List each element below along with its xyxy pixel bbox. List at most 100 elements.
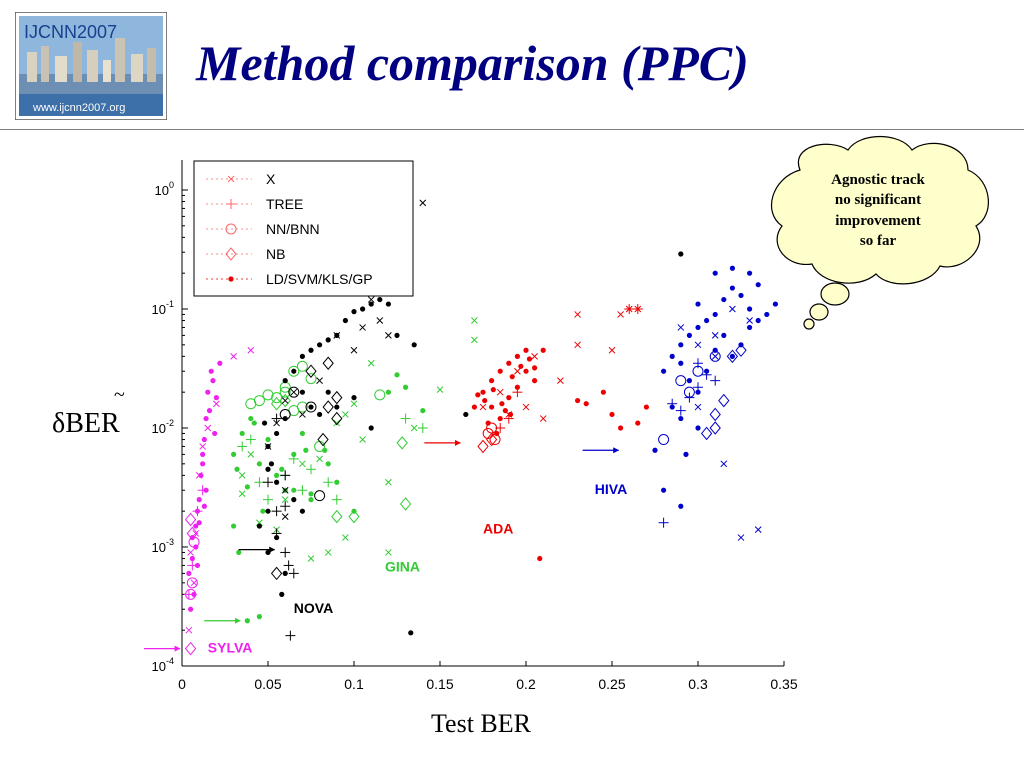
- point-diamond: [726, 349, 739, 364]
- point-x: [359, 436, 366, 443]
- x-axis-label: Test BER: [431, 709, 532, 738]
- callout-line-1: Agnostic track: [831, 172, 925, 188]
- point-plus: [701, 369, 712, 380]
- point-dot: [213, 395, 219, 401]
- point-dot: [509, 374, 515, 380]
- point-dot: [661, 368, 667, 374]
- point-x: [342, 411, 349, 418]
- x-tick-label: 0.3: [688, 676, 708, 692]
- point-circle: [489, 434, 501, 446]
- point-dot: [236, 549, 242, 556]
- point-circle: [288, 386, 300, 398]
- point-x: [281, 496, 289, 503]
- point-dot: [201, 436, 207, 443]
- point-dot: [239, 430, 245, 437]
- point-plus: [306, 464, 316, 475]
- point-diamond: [485, 432, 498, 447]
- point-circle: [305, 401, 317, 413]
- point-dot: [485, 420, 491, 426]
- point-plus: [331, 494, 342, 505]
- point-dot: [325, 389, 331, 395]
- point-dot: [291, 368, 297, 374]
- point-x: [729, 305, 736, 313]
- point-diamond: [396, 436, 408, 450]
- legend-entry: X: [206, 171, 276, 187]
- point-dot: [489, 378, 495, 384]
- point-x: [419, 199, 427, 207]
- point-dot: [678, 503, 684, 509]
- point-x: [247, 346, 255, 354]
- point-dot: [411, 342, 417, 348]
- point-circle: [225, 223, 237, 235]
- point-dot: [537, 555, 543, 562]
- point-plus: [400, 413, 411, 424]
- point-dot: [260, 508, 266, 514]
- point-dot: [683, 451, 689, 457]
- point-dot: [712, 270, 718, 276]
- point-plus: [271, 528, 282, 539]
- point-dot: [506, 395, 512, 401]
- point-x: [410, 424, 418, 432]
- point-dot: [303, 447, 309, 453]
- point-x: [264, 443, 272, 450]
- point-dot: [482, 397, 488, 404]
- legend-label: TREE: [266, 196, 303, 212]
- x-tick-label: 0.1: [344, 676, 364, 692]
- point-plus: [197, 485, 208, 496]
- y-tick-label: 10-1: [152, 299, 174, 317]
- logo-text: IJCNN2007: [24, 22, 117, 42]
- point-x: [694, 341, 702, 349]
- point-dot: [475, 392, 481, 398]
- point-dot: [695, 301, 701, 307]
- point-x: [299, 411, 306, 418]
- point-dot: [764, 311, 770, 318]
- point-diamond: [331, 390, 343, 405]
- point-x: [281, 486, 289, 494]
- point-diamond: [477, 439, 489, 454]
- callout-line-3: improvement: [835, 213, 921, 229]
- point-diamond: [184, 641, 197, 656]
- point-dot: [208, 368, 214, 374]
- point-dot: [256, 461, 262, 467]
- series-nova: [256, 199, 684, 641]
- point-dot: [189, 555, 195, 562]
- point-plus: [624, 304, 635, 314]
- point-plus: [271, 506, 282, 517]
- dataset-annotations: SYLVA GINA NOVA ADA HIVA: [144, 439, 627, 655]
- y-tick-label: 100: [155, 180, 174, 198]
- point-dot: [274, 472, 280, 478]
- callout-line-2: no significant: [835, 192, 921, 208]
- point-dot: [186, 570, 192, 577]
- point-x: [238, 490, 246, 498]
- point-dot: [268, 461, 275, 467]
- series-sylva: [183, 346, 255, 656]
- point-dot: [308, 497, 314, 503]
- point-circle: [482, 427, 494, 439]
- point-dot: [282, 415, 288, 422]
- point-dot: [394, 372, 400, 378]
- point-x: [385, 478, 392, 486]
- point-circle: [271, 392, 283, 404]
- point-x: [479, 403, 487, 411]
- x-tick-label: 0.2: [516, 676, 536, 692]
- legend-label: X: [266, 171, 276, 187]
- point-plus: [288, 453, 299, 464]
- point-dot: [200, 451, 206, 457]
- point-dot: [490, 387, 496, 393]
- point-dot: [299, 430, 305, 437]
- point-x: [227, 175, 235, 183]
- series-gina: [231, 317, 478, 624]
- point-diamond: [700, 426, 713, 441]
- point-x: [204, 424, 212, 432]
- point-dot: [385, 301, 391, 307]
- point-dot: [308, 347, 314, 353]
- point-x: [376, 317, 384, 324]
- legend-label: NN/BNN: [266, 221, 320, 237]
- point-dot: [200, 461, 206, 467]
- point-plus: [667, 398, 678, 409]
- point-dot: [198, 472, 204, 478]
- point-dot: [360, 306, 366, 312]
- point-plus: [285, 630, 296, 641]
- point-dot: [308, 491, 314, 497]
